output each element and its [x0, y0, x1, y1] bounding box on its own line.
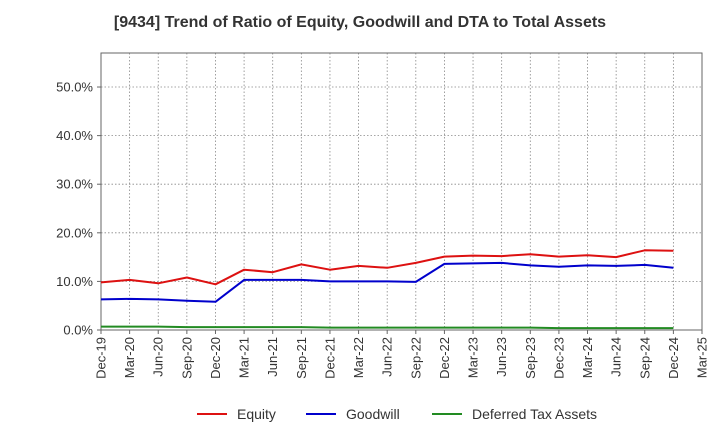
plot-frame [100, 52, 703, 331]
y-tick-label: 40.0% [56, 128, 93, 143]
x-tick-label: Dec-23 [551, 337, 566, 379]
x-tick-label: Jun-23 [494, 337, 509, 377]
chart-title: [9434] Trend of Ratio of Equity, Goodwil… [113, 14, 607, 31]
x-tick-label: Jun-20 [151, 337, 166, 377]
x-tick-label: Sep-24 [637, 337, 652, 379]
x-tick-label: Dec-22 [437, 337, 452, 379]
x-tick-label: Sep-21 [294, 337, 309, 379]
y-tick-label: 20.0% [56, 225, 93, 240]
x-tick-label: Mar-21 [237, 337, 252, 378]
series-layer [100, 249, 674, 330]
x-tick-label: Sep-23 [523, 337, 538, 379]
x-tick-label: Mar-23 [466, 337, 481, 378]
y-tick-label: 0.0% [63, 323, 93, 338]
series-line-goodwill [100, 261, 674, 303]
x-tick-label: Dec-24 [666, 337, 681, 379]
x-tick-label: Mar-22 [351, 337, 366, 378]
legend-label-deferred-tax-assets: Deferred Tax Assets [472, 406, 597, 422]
x-tick-label: Mar-25 [695, 337, 710, 378]
x-tick-label: Mar-24 [580, 337, 595, 378]
x-tick-label: Dec-20 [208, 337, 223, 379]
series-line-equity [100, 249, 674, 286]
x-tick-label: Dec-21 [322, 337, 337, 379]
y-tick-label: 30.0% [56, 177, 93, 192]
legend-label-equity: Equity [237, 406, 276, 422]
x-tick-label: Jun-24 [609, 337, 624, 377]
x-tick-label: Sep-20 [179, 337, 194, 379]
y-tick-label: 10.0% [56, 274, 93, 289]
x-tick-label: Sep-22 [408, 337, 423, 379]
grid-layer [101, 53, 702, 330]
x-tick-label: Mar-20 [122, 337, 137, 378]
x-tick-label: Dec-19 [94, 337, 109, 379]
series-line-deferred-tax-assets [101, 325, 674, 330]
x-tick-label: Jun-21 [265, 337, 280, 377]
legend-label-goodwill: Goodwill [346, 406, 400, 422]
y-tick-label: 50.0% [56, 80, 93, 95]
legend-layer: Equity Goodwill Deferred Tax Assets [197, 406, 597, 422]
axis-layer: Dec-19 Mar-20 Jun-20 Sep-20 Dec-20 Mar-21 Jun-… [56, 52, 710, 379]
x-tick-label: Jun-22 [380, 337, 395, 377]
